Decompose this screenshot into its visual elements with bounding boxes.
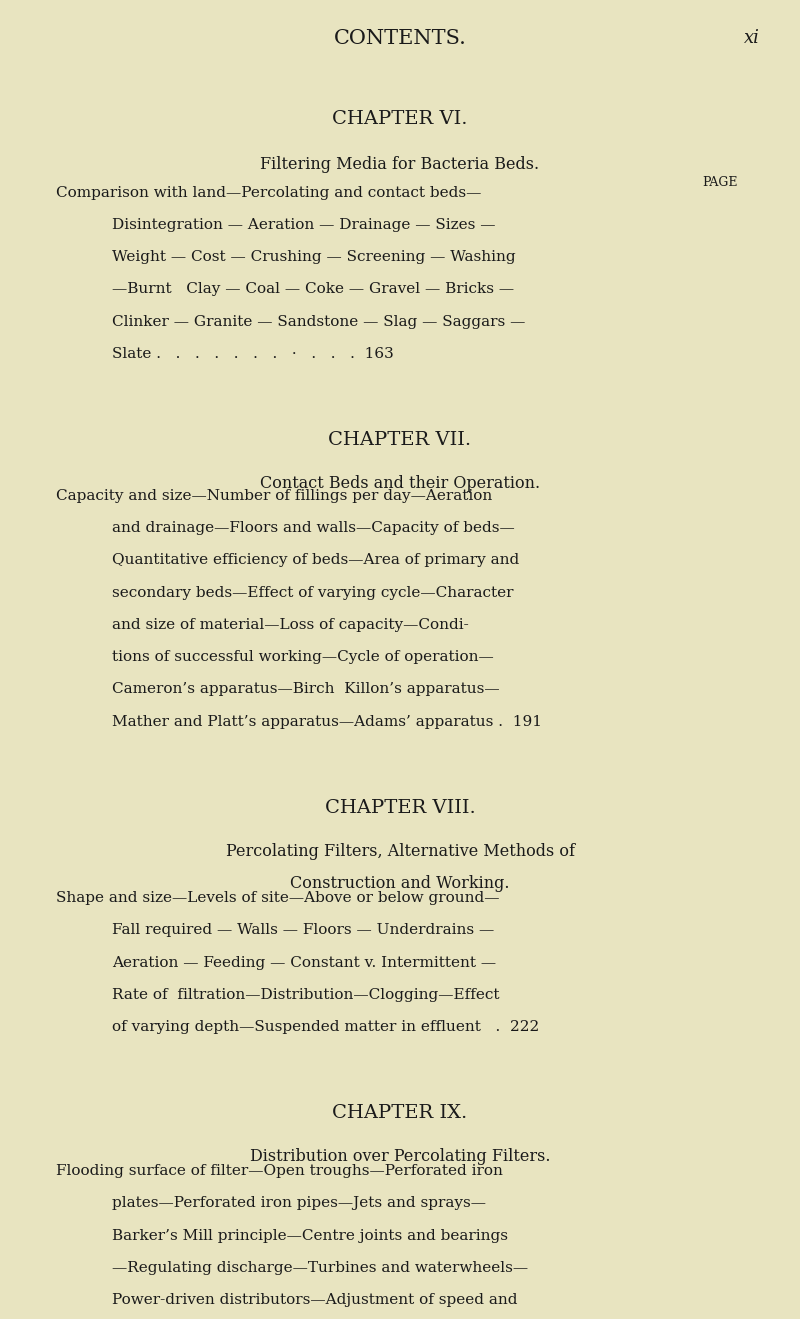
Text: Flooding surface of filter—Open troughs—Perforated iron: Flooding surface of filter—Open troughs—… <box>56 1165 503 1178</box>
Text: Power-driven distributors—Adjustment of speed and: Power-driven distributors—Adjustment of … <box>112 1293 518 1307</box>
Text: Disintegration — Aeration — Drainage — Sizes —: Disintegration — Aeration — Drainage — S… <box>112 218 495 232</box>
Text: —Burnt   Clay — Coal — Coke — Gravel — Bricks —: —Burnt Clay — Coal — Coke — Gravel — Bri… <box>112 282 514 297</box>
Text: CHAPTER IX.: CHAPTER IX. <box>332 1104 468 1122</box>
Text: Rate of  filtration—Distribution—Clogging—Effect: Rate of filtration—Distribution—Clogging… <box>112 988 499 1002</box>
Text: PAGE: PAGE <box>702 177 738 190</box>
Text: CHAPTER VI.: CHAPTER VI. <box>332 109 468 128</box>
Text: Aeration — Feeding — Constant v. Intermittent —: Aeration — Feeding — Constant v. Intermi… <box>112 955 496 969</box>
Text: Capacity and size—Number of fillings per day—Aeration: Capacity and size—Number of fillings per… <box>56 489 492 503</box>
Text: Comparison with land—Percolating and contact beds—: Comparison with land—Percolating and con… <box>56 186 482 199</box>
Text: xi: xi <box>744 29 760 46</box>
Text: plates—Perforated iron pipes—Jets and sprays—: plates—Perforated iron pipes—Jets and sp… <box>112 1196 486 1211</box>
Text: CHAPTER VIII.: CHAPTER VIII. <box>325 799 475 816</box>
Text: and drainage—Floors and walls—Capacity of beds—: and drainage—Floors and walls—Capacity o… <box>112 521 514 536</box>
Text: of varying depth—Suspended matter in effluent   .  222: of varying depth—Suspended matter in eff… <box>112 1020 539 1034</box>
Text: Construction and Working.: Construction and Working. <box>290 874 510 892</box>
Text: Filtering Media for Bacteria Beds.: Filtering Media for Bacteria Beds. <box>261 156 539 173</box>
Text: Mather and Platt’s apparatus—Adams’ apparatus .  191: Mather and Platt’s apparatus—Adams’ appa… <box>112 715 542 728</box>
Text: Contact Beds and their Operation.: Contact Beds and their Operation. <box>260 475 540 492</box>
Text: Shape and size—Levels of site—Above or below ground—: Shape and size—Levels of site—Above or b… <box>56 892 499 905</box>
Text: Distribution over Percolating Filters.: Distribution over Percolating Filters. <box>250 1148 550 1165</box>
Text: —Regulating discharge—Turbines and waterwheels—: —Regulating discharge—Turbines and water… <box>112 1261 528 1275</box>
Text: CHAPTER VII.: CHAPTER VII. <box>329 431 471 448</box>
Text: CONTENTS.: CONTENTS. <box>334 29 466 47</box>
Text: and size of material—Loss of capacity—Condi-: and size of material—Loss of capacity—Co… <box>112 617 469 632</box>
Text: Weight — Cost — Crushing — Screening — Washing: Weight — Cost — Crushing — Screening — W… <box>112 251 516 264</box>
Text: Percolating Filters, Alternative Methods of: Percolating Filters, Alternative Methods… <box>226 843 574 860</box>
Text: tions of successful working—Cycle of operation—: tions of successful working—Cycle of ope… <box>112 650 494 663</box>
Text: Clinker — Granite — Sandstone — Slag — Saggars —: Clinker — Granite — Sandstone — Slag — S… <box>112 315 526 328</box>
Text: secondary beds—Effect of varying cycle—Character: secondary beds—Effect of varying cycle—C… <box>112 586 514 600</box>
Text: Slate .   .   .   .   .   .   .   ·   .   .   .  163: Slate . . . . . . . · . . . 163 <box>112 347 394 361</box>
Text: Quantitative efficiency of beds—Area of primary and: Quantitative efficiency of beds—Area of … <box>112 553 519 567</box>
Text: Barker’s Mill principle—Centre joints and bearings: Barker’s Mill principle—Centre joints an… <box>112 1229 508 1242</box>
Text: Cameron’s apparatus—Birch  Killon’s apparatus—: Cameron’s apparatus—Birch Killon’s appar… <box>112 682 500 696</box>
Text: Fall required — Walls — Floors — Underdrains —: Fall required — Walls — Floors — Underdr… <box>112 923 494 938</box>
